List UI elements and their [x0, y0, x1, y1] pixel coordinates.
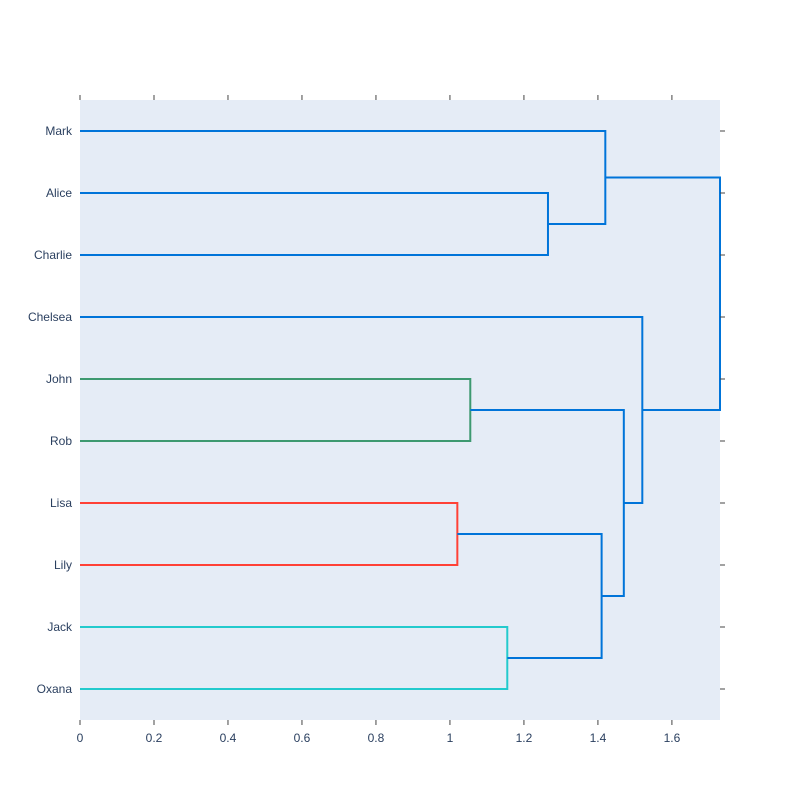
- x-tick-label: 1.6: [664, 731, 681, 745]
- x-tick-label: 1.2: [516, 731, 533, 745]
- leaf-label-charlie: Charlie: [34, 248, 72, 262]
- leaf-label-lily: Lily: [54, 558, 72, 572]
- leaf-label-jack: Jack: [47, 620, 73, 634]
- x-tick-label: 0.8: [368, 731, 385, 745]
- leaf-label-oxana: Oxana: [37, 682, 73, 696]
- x-tick-label: 1: [447, 731, 454, 745]
- x-tick-label: 0.6: [294, 731, 311, 745]
- x-tick-label: 0.2: [146, 731, 163, 745]
- leaf-label-alice: Alice: [46, 186, 72, 200]
- leaf-label-chelsea: Chelsea: [28, 310, 72, 324]
- leaf-label-rob: Rob: [50, 434, 72, 448]
- dendrogram-links: [80, 130, 721, 690]
- leaf-label-john: John: [46, 372, 72, 386]
- x-tick-label: 0: [77, 731, 84, 745]
- y-axis: Mark Alice Charlie Chelsea John Rob Lisa Lily Ja…: [28, 124, 725, 696]
- x-axis: 0 0.2 0.4 0.6 0.8 1 1.2 1.4 1.6: [77, 95, 681, 745]
- leaf-label-mark: Mark: [45, 124, 73, 138]
- leaf-label-lisa: Lisa: [50, 496, 72, 510]
- dendrogram-link-mark-alice-charlie--chelsea-john-rob-lisa-lily-jack-oxana: [605, 176, 721, 411]
- x-tick-label: 0.4: [220, 731, 237, 745]
- x-tick-label: 1.4: [590, 731, 607, 745]
